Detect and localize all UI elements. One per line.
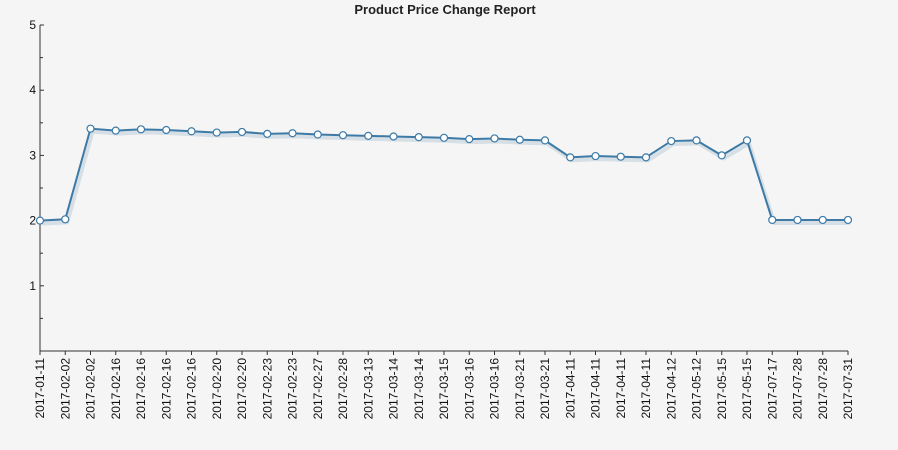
x-tick-label: 2017-03-21 (538, 358, 552, 420)
x-tick-label: 2017-04-11 (589, 358, 603, 419)
x-tick-label: 2017-01-11 (33, 358, 47, 419)
x-tick-label: 2017-04-11 (563, 358, 577, 419)
data-point[interactable] (768, 215, 777, 225)
y-tick-label: 3 (29, 148, 36, 162)
data-point[interactable] (465, 135, 474, 144)
y-tick-label: 1 (29, 279, 36, 293)
data-point[interactable] (515, 135, 524, 144)
data-point[interactable] (288, 129, 297, 138)
data-point[interactable] (591, 151, 600, 161)
x-tick-label: 2017-07-28 (791, 358, 805, 420)
data-point[interactable] (263, 129, 272, 138)
x-tick-label: 2017-05-15 (740, 358, 754, 420)
x-tick-label: 2017-05-12 (690, 358, 704, 420)
data-point[interactable] (35, 216, 45, 225)
data-point[interactable] (641, 153, 651, 162)
data-point[interactable] (389, 132, 398, 141)
x-tick-label: 2017-02-23 (260, 358, 274, 420)
x-tick-label: 2017-03-21 (513, 358, 527, 420)
x-tick-label: 2017-02-20 (235, 358, 249, 420)
data-point[interactable] (162, 125, 171, 135)
x-axis-ticks: 2017-01-11 2017-02-02 2017-02-02 2017-02-16… (33, 351, 855, 419)
x-tick-label: 2017-02-16 (159, 358, 173, 420)
data-point[interactable] (843, 215, 853, 225)
data-point[interactable] (414, 133, 423, 142)
data-point[interactable] (742, 136, 752, 145)
data-point[interactable] (692, 136, 701, 145)
x-tick-label: 2017-02-23 (286, 358, 300, 420)
x-tick-label: 2017-02-27 (311, 358, 325, 420)
data-point[interactable] (313, 130, 322, 139)
x-tick-label: 2017-07-31 (841, 358, 855, 420)
x-tick-label: 2017-03-13 (361, 358, 375, 420)
data-point[interactable] (364, 131, 373, 140)
series-line-shadow (41, 129, 850, 226)
chart-title: Product Price Change Report (354, 2, 536, 17)
data-point[interactable] (338, 131, 348, 140)
data-point[interactable] (86, 124, 95, 133)
data-point[interactable] (717, 151, 726, 160)
x-tick-label: 2017-05-15 (715, 358, 729, 420)
x-tick-label: 2017-03-14 (387, 358, 401, 420)
x-tick-label: 2017-04-11 (614, 358, 628, 419)
data-point[interactable] (540, 136, 550, 145)
x-tick-label: 2017-03-16 (488, 358, 502, 420)
data-point[interactable] (187, 127, 196, 136)
data-point[interactable] (566, 153, 575, 162)
x-tick-label: 2017-02-20 (210, 358, 224, 420)
x-tick-label: 2017-02-28 (336, 358, 350, 420)
y-tick-label: 2 (29, 214, 36, 228)
x-tick-label: 2017-07-28 (816, 358, 830, 420)
y-axis-ticks: 1 2 3 4 5 (29, 18, 44, 319)
data-point[interactable] (667, 136, 676, 146)
y-tick-label: 5 (29, 18, 36, 32)
data-point[interactable] (136, 125, 146, 134)
series-group (35, 124, 853, 226)
x-tick-label: 2017-03-14 (412, 358, 426, 420)
x-tick-label: 2017-03-16 (462, 358, 476, 420)
x-tick-label: 2017-02-16 (134, 358, 148, 420)
data-point[interactable] (439, 133, 449, 142)
x-tick-label: 2017-04-11 (639, 358, 653, 419)
x-tick-label: 2017-04-12 (664, 358, 678, 420)
data-point[interactable] (818, 215, 827, 225)
x-tick-label: 2017-02-16 (185, 358, 199, 420)
data-point[interactable] (237, 127, 247, 137)
x-tick-label: 2017-02-02 (84, 358, 98, 420)
data-point[interactable] (793, 215, 802, 225)
x-tick-label: 2017-02-02 (58, 358, 72, 420)
x-tick-label: 2017-02-16 (109, 358, 123, 420)
data-point[interactable] (111, 126, 120, 135)
data-point[interactable] (212, 128, 221, 137)
y-tick-label: 4 (29, 83, 36, 97)
x-tick-label: 2017-07-17 (765, 358, 779, 420)
x-tick-label: 2017-03-15 (437, 358, 451, 420)
data-point[interactable] (616, 152, 625, 161)
data-point[interactable] (61, 215, 70, 224)
data-point[interactable] (490, 134, 499, 143)
